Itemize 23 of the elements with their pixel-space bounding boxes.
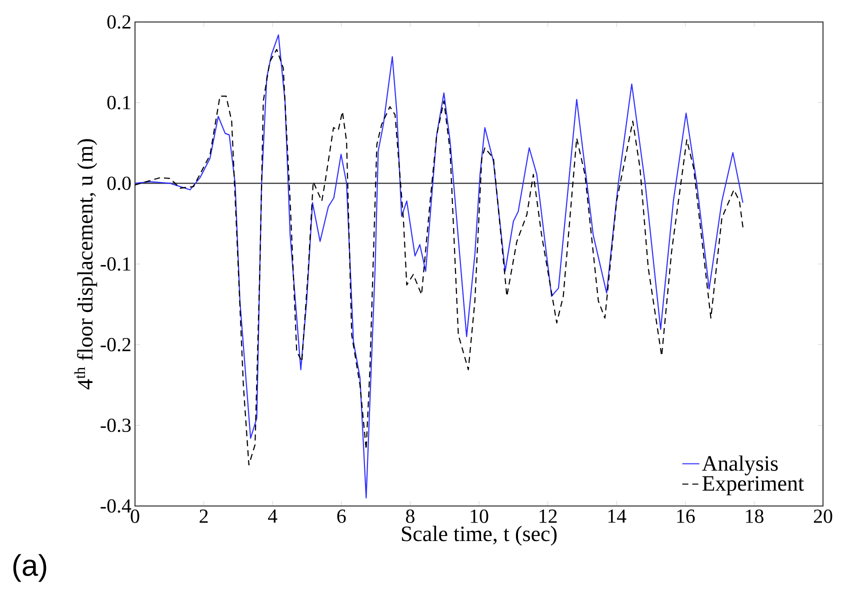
x-tick-label: 18 — [746, 510, 764, 523]
text: (a) — [13, 554, 46, 582]
y-tick-label: 0.1 — [107, 96, 130, 110]
x-tick-label: 14 — [608, 510, 626, 523]
x-tick-label: 2 — [200, 510, 208, 523]
y-tick-label: -0.2 — [100, 338, 130, 352]
x-tick-label: 16 — [677, 510, 695, 523]
x-tick-label: 12 — [540, 510, 557, 523]
x-tick-label: 6 — [337, 510, 346, 523]
x-tick-label: 4 — [268, 510, 278, 523]
y-tick-label: 0.2 — [107, 15, 130, 29]
legend-label: Experiment — [702, 476, 804, 496]
y-tick-label: -0.4 — [100, 499, 132, 513]
x-tick-label: 8 — [406, 510, 414, 523]
x-axis-title: Scale time, t (sec) — [402, 526, 557, 546]
y-axis-title: 4$^{th}$ floor displacement, u (m) — [74, 139, 98, 390]
x-tick-label: 20 — [814, 510, 832, 523]
x-tick-label: 0 — [130, 510, 140, 523]
y-tick-label: 0.0 — [107, 176, 131, 190]
legend-label: Analysis — [702, 455, 778, 476]
y-tick-label: -0.1 — [100, 257, 130, 271]
y-tick-label: -0.3 — [100, 418, 131, 432]
x-tick-label: 10 — [470, 510, 488, 523]
